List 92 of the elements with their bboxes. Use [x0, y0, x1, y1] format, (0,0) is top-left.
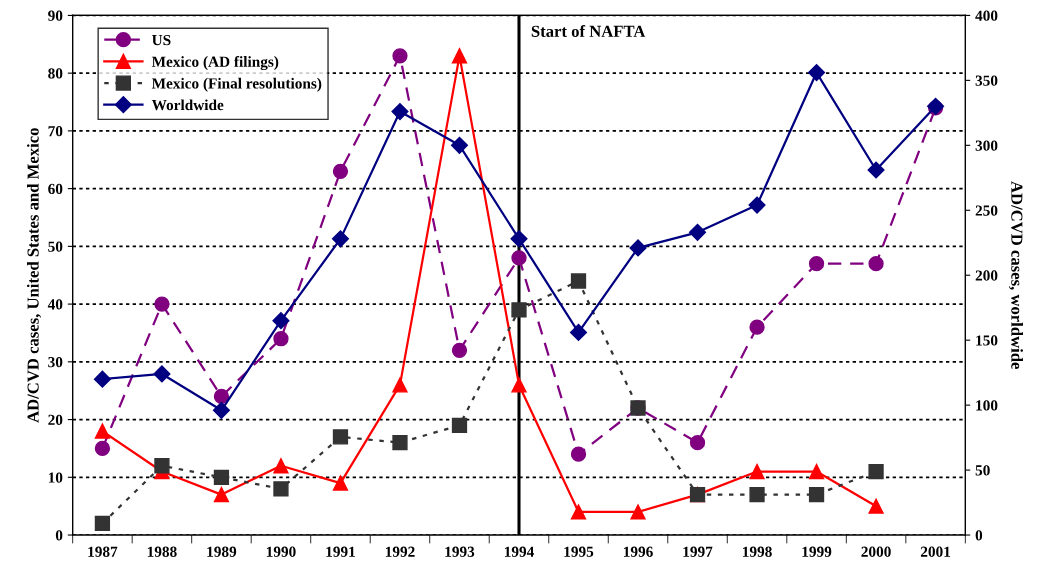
y-tick-label: 60: [48, 183, 63, 195]
legend-label: Worldwide: [151, 99, 224, 111]
x-tick-label: 1998: [742, 546, 772, 557]
point: [392, 377, 408, 393]
ref-line-label: Start of NAFTA: [531, 25, 646, 37]
y-tick-label: 20: [48, 414, 63, 426]
point: [154, 296, 170, 312]
x-tick-label: 2001: [920, 546, 951, 557]
point: [689, 435, 706, 451]
x-tick-label: 1996: [623, 546, 653, 557]
y-tick-label: 80: [48, 68, 63, 79]
point: [213, 486, 230, 503]
x-tick-label: 1995: [564, 546, 594, 557]
y-tick-label: 40: [47, 299, 63, 310]
point: [332, 475, 349, 491]
legend-label: Mexico (AD filings): [151, 55, 279, 71]
x-tick-label: 1994: [504, 546, 534, 557]
y-tick-label: 10: [48, 472, 63, 483]
point: [154, 458, 170, 474]
point: [570, 273, 587, 289]
y2-tick-label: 400: [975, 10, 998, 21]
point: [749, 463, 765, 480]
y2-tick-label: 350: [975, 75, 998, 86]
point: [212, 401, 230, 419]
point: [451, 342, 468, 358]
y-tick-label: 0: [55, 530, 63, 541]
point: [511, 250, 527, 266]
point: [868, 463, 884, 480]
point: [392, 48, 408, 64]
point: [630, 504, 646, 520]
x-tick-label: 2000: [861, 546, 891, 557]
y-tick-label: 30: [48, 356, 63, 368]
x-tick-label: 1990: [266, 546, 296, 557]
point: [331, 230, 350, 248]
point: [213, 388, 230, 405]
point: [808, 463, 825, 480]
y2-tick-label: 0: [975, 530, 983, 541]
point: [451, 417, 468, 433]
point: [748, 196, 766, 214]
point: [332, 429, 349, 445]
x-tick-label: 1992: [385, 546, 415, 557]
y2-tick-label: 50: [975, 465, 990, 476]
point: [273, 458, 289, 474]
point: [570, 504, 587, 520]
point: [570, 446, 587, 462]
x-tick-label: 1997: [683, 546, 713, 557]
point: [153, 365, 171, 383]
point: [749, 319, 765, 335]
point: [569, 323, 588, 341]
point: [629, 239, 647, 257]
point: [273, 481, 289, 497]
y2-axis-title: AD/CVD cases, worldwide: [1008, 181, 1023, 369]
legend-label: Mexico (Final resolutions): [151, 77, 322, 92]
legend-label: US: [152, 34, 171, 46]
y-tick-label: 90: [48, 10, 63, 21]
y2-tick-label: 100: [976, 400, 998, 411]
point: [749, 486, 765, 503]
point: [868, 498, 884, 514]
point: [391, 102, 409, 121]
point: [272, 312, 290, 330]
point: [332, 163, 349, 179]
x-tick-label: 1993: [445, 546, 475, 557]
point: [808, 256, 825, 272]
point: [450, 136, 469, 154]
point: [511, 377, 527, 393]
x-tick-label: 1999: [802, 546, 832, 557]
y-tick-label: 50: [48, 241, 63, 252]
y2-tick-label: 300: [975, 140, 998, 151]
x-tick-label: 1991: [326, 546, 355, 557]
point: [868, 256, 884, 272]
point: [273, 331, 289, 347]
point: [94, 515, 111, 532]
point: [688, 223, 707, 241]
x-tick-label: 1989: [207, 546, 237, 557]
point: [451, 48, 468, 64]
y-tick-label: 70: [48, 126, 63, 137]
point: [94, 423, 111, 439]
y2-tick-label: 150: [976, 335, 998, 346]
y2-tick-label: 200: [975, 270, 998, 281]
point: [808, 64, 826, 82]
x-tick-label: 1988: [147, 546, 177, 557]
point: [93, 370, 111, 388]
point: [392, 435, 408, 451]
y-axis-title: AD/CVD cases, United States and Mexico: [26, 128, 42, 423]
y2-tick-label: 250: [975, 205, 998, 216]
point: [213, 469, 230, 485]
x-tick-label: 1987: [88, 546, 118, 557]
point: [511, 302, 527, 318]
point: [510, 230, 528, 248]
point: [867, 161, 885, 179]
point: [94, 440, 111, 457]
point: [808, 486, 825, 503]
